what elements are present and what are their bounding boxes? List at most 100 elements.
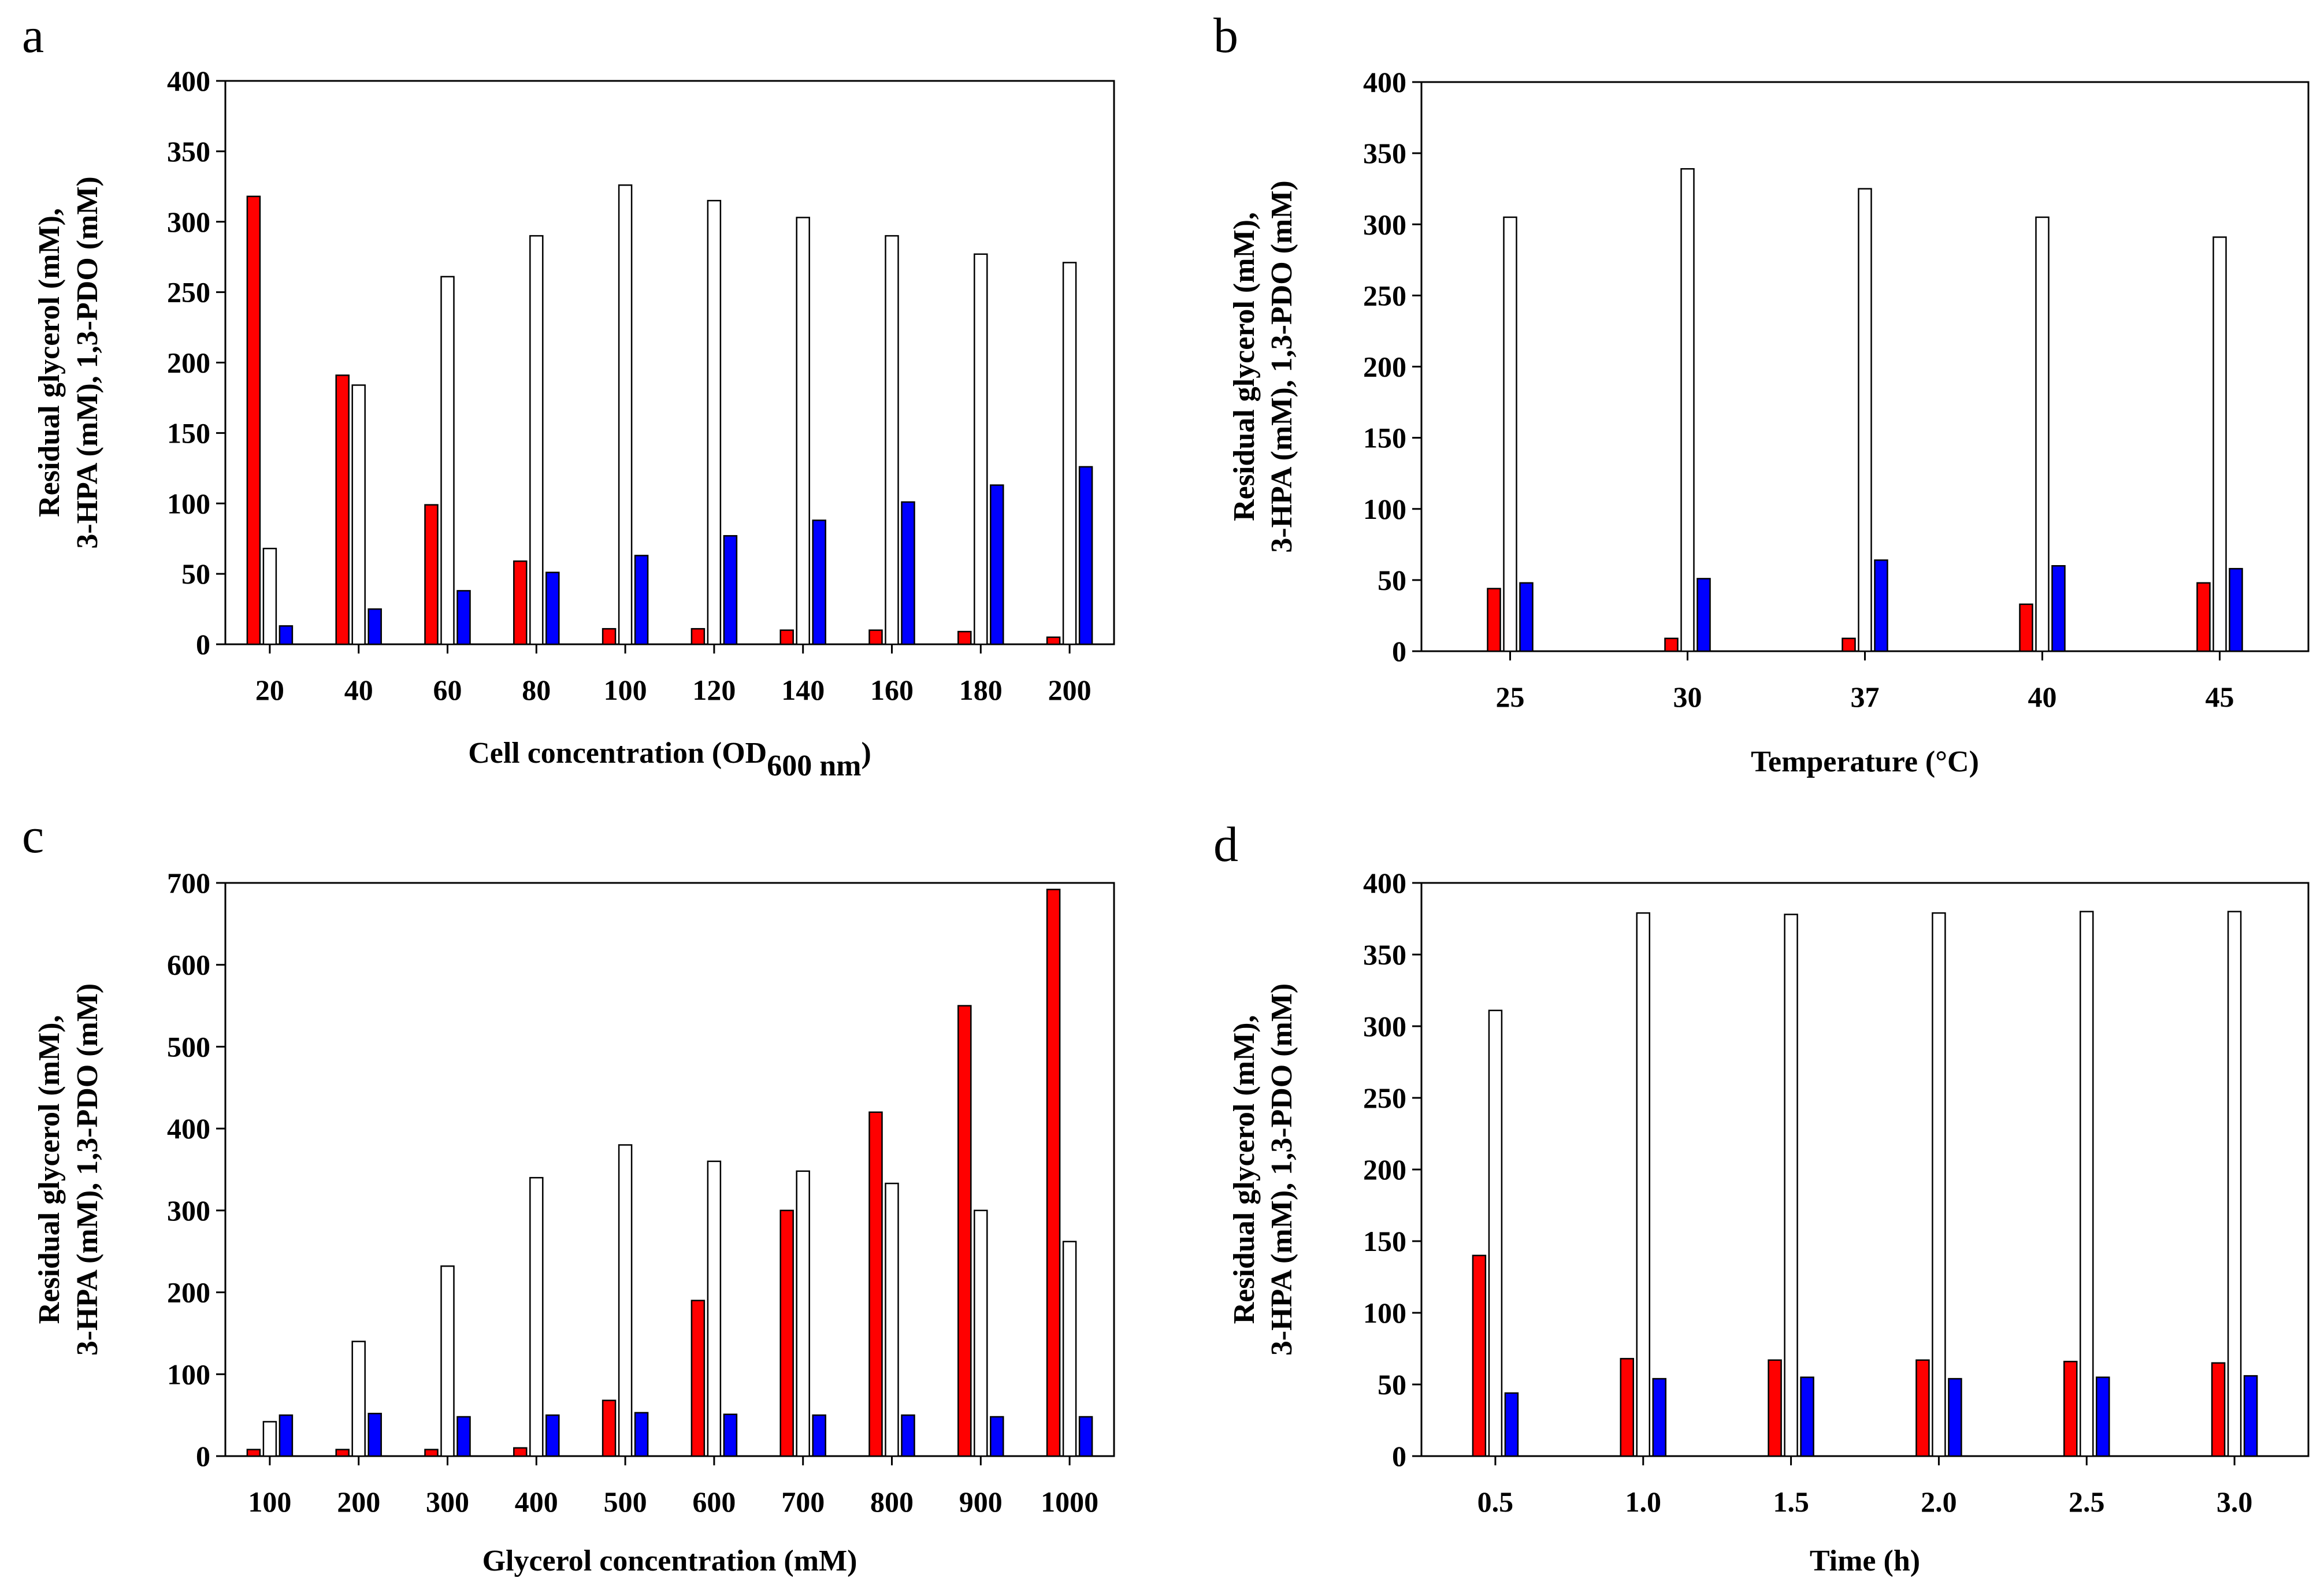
bar-hpa	[1488, 1009, 1503, 1457]
panel-letter: d	[1213, 816, 1238, 872]
bar-hpa	[2035, 216, 2050, 652]
bar-glycerol	[1487, 588, 1501, 652]
x-tick-label: 700	[781, 1486, 825, 1518]
bar-pdo	[456, 590, 471, 645]
y-tick-label: 200	[167, 347, 210, 379]
x-axis-title-main: Time (h)	[1810, 1545, 1920, 1577]
bar-hpa	[351, 1341, 366, 1457]
x-tick-label: 2.0	[1921, 1486, 1957, 1518]
bar-hpa	[440, 1265, 455, 1457]
y-tick-label: 100	[1363, 493, 1406, 525]
y-tick-label: 350	[167, 135, 210, 168]
bar-hpa	[351, 384, 366, 645]
bar-pdo	[279, 625, 294, 645]
panel-a: a 0 50 100 150 200 250 300 350 400 20 40 60 80 100 120 1…	[22, 8, 1115, 782]
x-tick-label: 1000	[1041, 1486, 1098, 1518]
bar-pdo	[1800, 1376, 1814, 1457]
x-axis-title-main: Temperature (°C)	[1751, 745, 1979, 778]
bar-hpa	[885, 1182, 899, 1457]
bar-glycerol	[957, 630, 972, 645]
y-tick-label: 300	[1363, 208, 1406, 240]
y-tick-label: 200	[1363, 351, 1406, 383]
y-tick-label: 500	[167, 1030, 210, 1063]
x-tick-label: 100	[248, 1486, 291, 1518]
bar-pdo	[2229, 567, 2243, 652]
bar-glycerol	[868, 1111, 883, 1457]
bar-pdo	[634, 555, 649, 645]
bar-hpa	[1680, 168, 1695, 652]
x-tick-label: 100	[604, 674, 647, 706]
bar-hpa	[529, 235, 544, 645]
x-tick-label: 30	[1673, 681, 1702, 713]
bar-pdo	[1652, 1378, 1666, 1457]
bar-pdo	[990, 1416, 1004, 1457]
bar-hpa	[618, 184, 633, 645]
y-tick-label: 50	[181, 558, 210, 590]
y-tick-label: 250	[1363, 1082, 1406, 1114]
bar-hpa	[707, 199, 722, 645]
bar-hpa	[262, 548, 277, 645]
bar-pdo	[545, 1414, 560, 1457]
bar-glycerol	[335, 1449, 350, 1457]
x-tick-label: 80	[522, 674, 551, 706]
y-axis-title-line1: Residual glycerol (mM),	[1228, 1015, 1261, 1324]
y-tick-label: 400	[1363, 66, 1406, 98]
bar-hpa	[1062, 262, 1077, 645]
bar-glycerol	[602, 628, 617, 645]
bar-hpa	[2080, 911, 2094, 1457]
y-axis-title-line2: 3-HPA (mM), 1,3-PDO (mM)	[1265, 983, 1298, 1356]
bar-pdo	[2051, 565, 2066, 652]
x-tick-label: 120	[692, 674, 736, 706]
y-tick-label: 350	[1363, 137, 1406, 169]
x-tick-label: 3.0	[2217, 1486, 2253, 1518]
x-tick-label: 37	[1851, 681, 1880, 713]
x-tick-label: 0.5	[1477, 1486, 1514, 1518]
x-tick-label: 40	[2028, 681, 2057, 713]
x-tick-label: 40	[344, 674, 373, 706]
bar-glycerol	[2211, 1362, 2226, 1457]
bar-hpa	[796, 1170, 810, 1457]
bar-glycerol	[2019, 603, 2033, 652]
bar-pdo	[812, 1414, 826, 1457]
bar-glycerol	[1842, 637, 1856, 652]
y-tick-label: 0	[196, 628, 210, 660]
bar-hpa	[1503, 216, 1517, 652]
bar-pdo	[1078, 1416, 1093, 1457]
x-axis-title: Cell concentration (OD600 nm)	[468, 737, 871, 782]
bar-pdo	[279, 1414, 294, 1457]
x-tick-label: 45	[2206, 681, 2234, 713]
x-tick-label: 20	[255, 674, 284, 706]
panel-b: b 0 50 100 150 200 250 300 350 400 25 30 37 40 45 Tempe…	[1213, 8, 2310, 778]
bar-pdo	[812, 519, 826, 645]
bar-glycerol	[957, 1005, 972, 1457]
bar-pdo	[1519, 582, 1534, 652]
x-axis-title-tail: )	[861, 737, 871, 770]
y-axis-title-line2: 3-HPA (mM), 1,3-PDO (mM)	[1265, 180, 1298, 553]
panel-letter: b	[1213, 8, 1238, 63]
x-tick-label: 300	[426, 1486, 469, 1518]
y-tick-label: 400	[167, 1112, 210, 1145]
y-axis-title-line2: 3-HPA (mM), 1,3-PDO (mM)	[71, 983, 104, 1356]
bar-glycerol	[1046, 889, 1061, 1457]
x-axis-title-main: Glycerol concentration (mM)	[482, 1545, 857, 1577]
y-axis-title-line2: 3-HPA (mM), 1,3-PDO (mM)	[71, 176, 104, 549]
bar-hpa	[974, 1209, 988, 1457]
y-tick-label: 300	[167, 206, 210, 238]
bar-hpa	[2212, 236, 2227, 652]
bar-pdo	[990, 484, 1004, 645]
y-tick-label: 0	[1392, 1440, 1406, 1472]
bar-glycerol	[246, 195, 261, 645]
plot-frame	[1420, 882, 2310, 1457]
bar-glycerol	[868, 629, 883, 645]
y-tick-label: 50	[1378, 564, 1406, 596]
bar-glycerol	[690, 1300, 706, 1457]
bar-glycerol	[2063, 1361, 2078, 1457]
panel-letter: c	[22, 808, 44, 863]
bar-glycerol	[424, 504, 439, 645]
y-tick-label: 600	[167, 949, 210, 981]
bar-pdo	[1948, 1378, 1962, 1457]
x-tick-label: 25	[1496, 681, 1525, 713]
bar-glycerol	[513, 560, 528, 645]
y-tick-label: 100	[1363, 1297, 1406, 1329]
